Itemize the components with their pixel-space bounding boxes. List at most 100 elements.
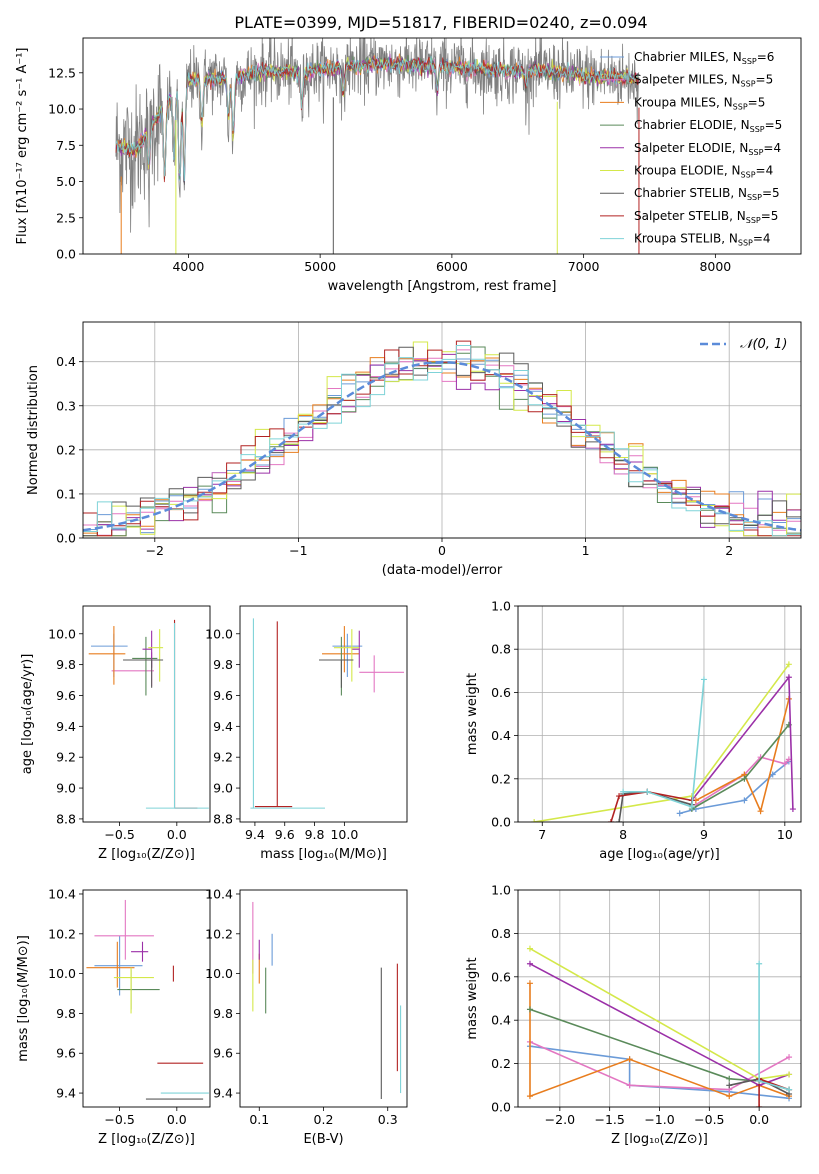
y-tick-label: 2.5 xyxy=(56,210,76,225)
x-tick-label: 10 xyxy=(777,827,793,842)
errorbar-point xyxy=(351,630,360,668)
errorbar-point xyxy=(148,629,164,682)
y-tick-label: 0.2 xyxy=(491,1056,511,1071)
spectrum-plot xyxy=(115,38,640,254)
weight-marker xyxy=(626,1082,633,1089)
y-tick-label: 0.4 xyxy=(491,1013,511,1028)
x-tick-label: −2.0 xyxy=(545,1112,575,1127)
weight-marker xyxy=(526,1006,533,1013)
x-tick-label: −2 xyxy=(146,543,164,558)
y-axis-label: Normed distribution xyxy=(26,365,41,495)
weight-marker xyxy=(726,1082,733,1089)
y-tick-label: 10.0 xyxy=(205,626,233,641)
y-tick-label: 12.5 xyxy=(48,65,76,80)
y-tick-label: 8.8 xyxy=(56,811,76,826)
y-tick-label: 9.2 xyxy=(213,750,233,765)
y-tick-label: 5.0 xyxy=(56,174,76,189)
axes-mass_vs_ebv: 0.1 0.2 0.3 9.4 9.6 9.8 10.0 10.2 10.4 E(B-V) xyxy=(205,886,398,1147)
y-tick-label: 10.4 xyxy=(48,886,76,901)
y-tick-label: 8.8 xyxy=(213,811,233,826)
weight-line-salpeter-stelib xyxy=(610,790,692,822)
y-tick-label: 9.6 xyxy=(56,688,76,703)
y-tick-label: 7.5 xyxy=(56,138,76,153)
x-tick-label: −0.5 xyxy=(694,1112,724,1127)
weight-marker xyxy=(616,793,623,800)
legend-label: Chabrier STELIB, NSSP=5 xyxy=(634,186,780,202)
axes-frame-age_vs_mass xyxy=(239,605,408,823)
x-tick-label: 6000 xyxy=(436,259,468,274)
x-axis-label: E(B-V) xyxy=(303,1132,343,1147)
y-axis-label: mass weight xyxy=(465,673,480,755)
axes-frame-spectrum xyxy=(82,37,802,255)
mass_vs_Z-plot xyxy=(86,899,209,1100)
errorbar-point xyxy=(332,633,363,677)
y-tick-label: 0.4 xyxy=(491,728,511,743)
y-tick-label: 9.6 xyxy=(56,1046,76,1061)
errorbar-point xyxy=(117,969,160,1010)
y-tick-label: 0.8 xyxy=(491,926,511,941)
axes-frame-age_vs_Z xyxy=(82,605,211,823)
x-tick-label: 0.1 xyxy=(249,1112,269,1127)
spectrum-legend: Chabrier MILES, NSSP=6 Salpeter MILES, NS… xyxy=(600,50,782,248)
weight-marker xyxy=(526,960,533,967)
axes-weight_vs_age: 7 8 9 10 0.0 0.2 0.4 0.6 0.8 1.0 age [log₁₀(age/yr… xyxy=(465,599,801,862)
legend-label: Chabrier MILES, NSSP=6 xyxy=(634,50,774,66)
x-tick-label: 8000 xyxy=(699,259,731,274)
y-tick-label: 9.0 xyxy=(213,781,233,796)
errorbar-point xyxy=(359,655,405,693)
x-tick-label: 7 xyxy=(538,827,546,842)
y-tick-label: 10.2 xyxy=(48,926,76,941)
weight-marker xyxy=(741,775,748,782)
y-tick-label: 10.4 xyxy=(205,886,233,901)
figure-title: PLATE=0399, MJD=51817, FIBERID=0240, z=0… xyxy=(234,13,647,32)
x-tick-label: 9.4 xyxy=(245,827,265,842)
y-tick-label: 0.2 xyxy=(491,771,511,786)
x-axis-label: Z [log₁₀(Z/Z⊙)] xyxy=(611,1132,708,1147)
y-tick-label: 9.8 xyxy=(213,1006,233,1021)
x-tick-label: 0.0 xyxy=(749,1112,769,1127)
histogram-kroupa-stelib xyxy=(83,345,801,537)
y-tick-label: 0.6 xyxy=(491,685,511,700)
y-tick-label: 10.0 xyxy=(48,626,76,641)
weight-marker xyxy=(786,1086,793,1093)
x-tick-label: −0.5 xyxy=(104,1112,134,1127)
weight-marker xyxy=(607,819,614,822)
y-tick-label: 9.6 xyxy=(213,688,233,703)
weight-marker xyxy=(676,810,683,817)
errorbar-point xyxy=(322,626,360,673)
x-tick-label: 0 xyxy=(438,543,446,558)
axes-frame-weight_vs_age xyxy=(517,605,802,823)
weight-marker xyxy=(626,1056,633,1063)
y-tick-label: 0.8 xyxy=(491,642,511,657)
age_vs_Z-plot xyxy=(88,619,209,809)
weight-marker xyxy=(531,819,538,822)
x-axis-label: Z [log₁₀(Z/Z⊙)] xyxy=(98,847,195,862)
y-tick-label: 9.4 xyxy=(213,1086,233,1101)
x-axis-label: age [log₁₀(age/yr)] xyxy=(599,847,720,862)
weight-line-chabrier-elodie xyxy=(691,724,790,810)
age_vs_mass-plot xyxy=(250,618,405,809)
x-tick-label: −1.5 xyxy=(594,1112,624,1127)
axes-age_vs_Z: −0.5 0.0 8.8 9.0 9.2 9.4 9.6 9.8 10.0 Z [log₁₀(Z/… xyxy=(20,626,195,862)
weight-line-kroupa-miles xyxy=(695,698,790,814)
y-axis-label: mass weight xyxy=(465,957,480,1039)
y-axis-label: Flux [fλ10⁻¹⁷ erg cm⁻² s⁻¹ A⁻¹] xyxy=(15,48,30,245)
weight-line-kroupa-miles xyxy=(529,983,790,1098)
normal-legend-label: 𝒩(0, 1) xyxy=(740,337,787,352)
x-axis-label: (data-model)/error xyxy=(382,563,503,578)
weight-marker xyxy=(526,980,533,987)
y-tick-label: 9.8 xyxy=(213,657,233,672)
legend-label: Chabrier ELODIE, NSSP=5 xyxy=(634,118,782,134)
y-tick-label: 9.8 xyxy=(56,1006,76,1021)
axes-frame-weight_vs_Z xyxy=(517,889,802,1108)
y-tick-label: 0.0 xyxy=(56,247,76,262)
y-tick-label: 0.2 xyxy=(56,442,76,457)
y-tick-label: 0.1 xyxy=(56,486,76,501)
errorbar-point xyxy=(173,619,198,809)
weight-marker xyxy=(526,945,533,952)
x-axis-label: Z [log₁₀(Z/Z⊙)] xyxy=(98,1132,195,1147)
axes-frame-mass_vs_ebv xyxy=(239,889,408,1108)
x-tick-label: 0.0 xyxy=(167,827,187,842)
x-tick-label: 5000 xyxy=(304,259,336,274)
